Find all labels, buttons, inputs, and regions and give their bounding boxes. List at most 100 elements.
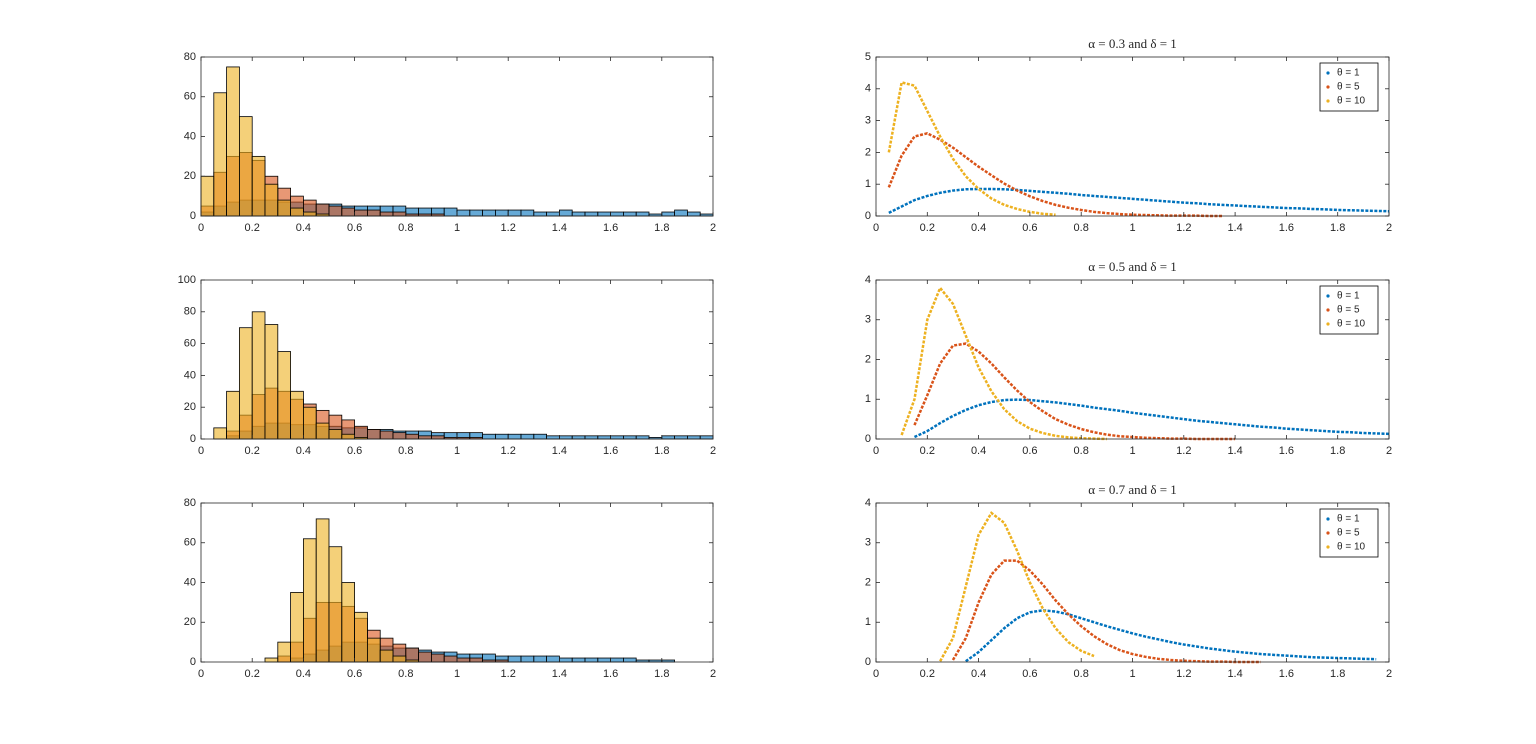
density-curve <box>888 187 1390 214</box>
x-tick-label: 2 <box>710 222 716 234</box>
legend: θ = 1 θ = 5 θ = 10 <box>1319 285 1379 335</box>
histogram-bar <box>379 430 394 440</box>
histogram-bar <box>546 655 560 663</box>
x-tick-label: 0 <box>873 222 879 234</box>
histogram-bar <box>290 207 304 217</box>
subplot-title: α = 0.5 and δ = 1 <box>1088 259 1177 274</box>
histogram-bar <box>328 429 343 440</box>
histogram-bar <box>315 422 330 440</box>
histogram-bar <box>443 207 458 217</box>
histogram-bar <box>366 637 381 663</box>
legend-label: θ = 10 <box>1337 542 1366 553</box>
subplot: α = 0.7 and δ = 1 θ = 1 θ = 5 θ = 10 0 0.2 0.4… <box>865 482 1392 680</box>
histogram-bar <box>354 611 368 663</box>
x-tick-label: 0.4 <box>971 668 986 680</box>
y-tick-label: 3 <box>865 314 871 326</box>
legend-box <box>1319 62 1379 112</box>
histogram-bar <box>507 209 522 217</box>
x-tick-label: 0 <box>873 445 879 457</box>
histogram-bar <box>354 209 368 217</box>
x-tick-label: 0.6 <box>1022 445 1037 457</box>
histogram-bar <box>482 209 496 217</box>
histogram-bar <box>213 427 228 440</box>
histogram-bar <box>520 655 535 663</box>
histogram-bar <box>213 92 228 217</box>
y-tick-label: 4 <box>865 274 871 286</box>
legend-label: θ = 5 <box>1337 528 1360 539</box>
histogram-bar <box>559 657 573 663</box>
x-tick-label: 0.8 <box>398 445 413 457</box>
histogram-bar <box>674 435 688 440</box>
histogram-bar <box>392 211 407 217</box>
density-curve <box>887 80 1056 216</box>
density-curve <box>900 285 1107 441</box>
x-tick-label: 2 <box>710 668 716 680</box>
histogram-bar <box>559 209 573 217</box>
histogram-bar <box>610 211 624 217</box>
density-curve <box>965 609 1377 663</box>
subplot-title: α = 0.7 and δ = 1 <box>1088 482 1177 497</box>
histogram-bar <box>533 655 547 663</box>
histogram-bar <box>290 592 304 663</box>
legend-marker <box>1326 85 1330 89</box>
axes-box <box>875 56 1390 217</box>
y-tick-label: 0 <box>865 656 871 668</box>
histogram-bar <box>546 435 560 440</box>
x-tick-label: 0.6 <box>1022 222 1037 234</box>
x-tick-label: 1.4 <box>552 222 567 234</box>
x-tick-label: 0.4 <box>971 445 986 457</box>
histogram-bar <box>533 433 547 440</box>
x-tick-label: 0.8 <box>1074 668 1089 680</box>
x-tick-label: 0.2 <box>245 668 260 680</box>
density-curve <box>939 511 1095 662</box>
y-tick-label: 1 <box>865 393 871 405</box>
histogram-bar <box>379 649 394 663</box>
subplot: α = 0.3 and δ = 1 θ = 1 θ = 5 θ = 10 0 0.2 0.4… <box>865 36 1392 234</box>
y-tick-label: 80 <box>184 306 196 318</box>
histogram-bar <box>418 651 432 663</box>
density-curve <box>913 398 1390 439</box>
x-tick-label: 1.6 <box>603 222 618 234</box>
y-tick-label: 2 <box>865 353 871 365</box>
histogram-bar <box>277 641 291 663</box>
histogram-bar <box>456 209 471 217</box>
histogram-bar <box>302 406 317 440</box>
x-tick-label: 1.8 <box>654 222 669 234</box>
x-tick-label: 1.2 <box>1176 668 1191 680</box>
histogram-bar <box>494 433 509 440</box>
y-tick-label: 4 <box>865 83 871 95</box>
histogram-bar <box>251 155 266 217</box>
histogram-bar <box>341 582 355 663</box>
histogram-bar <box>520 209 535 217</box>
y-tick-label: 1 <box>865 616 871 628</box>
y-tick-label: 20 <box>184 401 196 413</box>
histogram-bar <box>290 390 304 440</box>
x-tick-label: 0.6 <box>347 222 362 234</box>
y-tick-label: 1 <box>865 178 871 190</box>
x-tick-label: 1 <box>454 668 460 680</box>
histogram-bar <box>430 435 445 440</box>
histogram-bar <box>328 546 343 663</box>
axes-box <box>200 502 714 663</box>
x-tick-label: 1.4 <box>1227 445 1242 457</box>
histogram-bar <box>366 429 381 440</box>
x-tick-label: 0.2 <box>920 222 935 234</box>
x-tick-label: 0.8 <box>1074 222 1089 234</box>
histogram-bar <box>533 211 547 217</box>
histogram-bar <box>699 435 714 440</box>
y-tick-label: 20 <box>184 616 196 628</box>
x-tick-label: 1.2 <box>1176 445 1191 457</box>
legend-label: θ = 5 <box>1337 82 1360 93</box>
legend-box <box>1319 508 1379 558</box>
x-tick-label: 1 <box>1129 222 1135 234</box>
histogram-bar <box>366 209 381 217</box>
histogram-bar <box>456 657 471 663</box>
x-tick-label: 1.8 <box>1330 668 1345 680</box>
histogram-bar <box>584 435 599 440</box>
histogram-bar <box>571 657 586 663</box>
x-tick-label: 0.4 <box>296 445 311 457</box>
legend: θ = 1 θ = 5 θ = 10 <box>1319 62 1379 112</box>
